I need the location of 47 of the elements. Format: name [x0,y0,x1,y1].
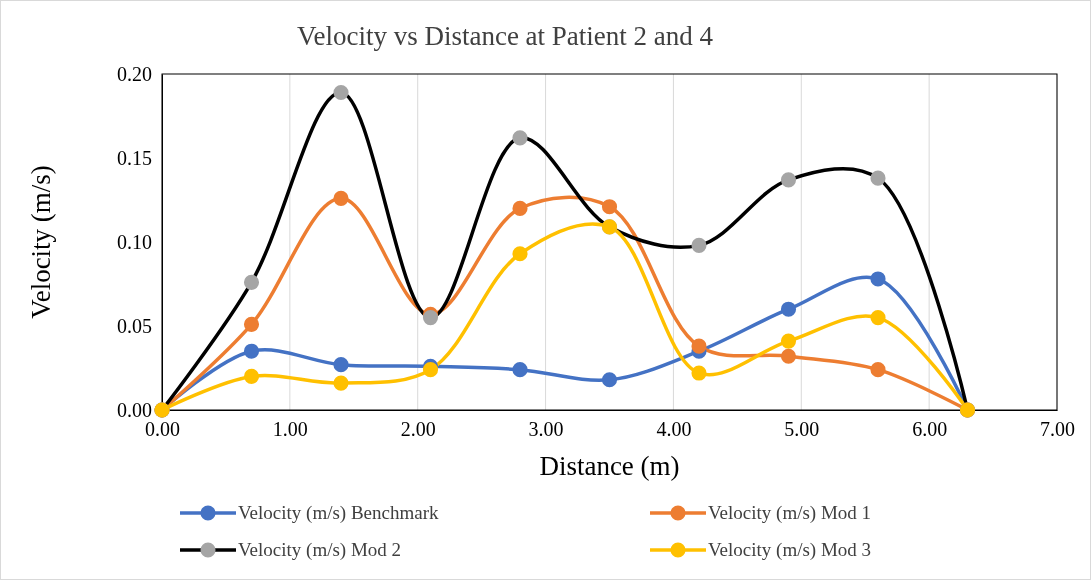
point [601,199,618,215]
chart-title: Velocity vs Distance at Patient 2 and 4 [296,21,714,51]
legend-label: Velocity (m/s) Mod 1 [708,502,872,524]
y-tick-label: 0.20 [117,62,152,85]
point [422,362,439,378]
legend-label: Velocity (m/s) Benchmark [238,502,439,524]
point [333,84,349,101]
point [870,170,886,186]
point [512,200,528,216]
point [870,362,886,378]
point [333,190,349,206]
point [512,246,528,262]
point [691,338,707,354]
y-tick-label: 0.10 [117,230,152,253]
point [780,172,797,188]
point [780,348,797,364]
point [691,365,707,381]
x-tick-label: 3.00 [528,418,564,441]
point [870,310,886,326]
point [601,372,618,388]
x-tick-label: 1.00 [272,418,308,441]
point [780,301,797,317]
x-tick-label: 5.00 [784,418,820,441]
point [512,130,528,146]
y-tick-label: 0.05 [117,314,152,337]
x-tick-label: 7.00 [1040,418,1075,441]
x-tick-label: 0.00 [145,418,180,441]
legend-label: Velocity (m/s) Mod 2 [238,539,402,561]
y-tick-label: 0.00 [117,398,152,421]
point [512,362,528,378]
y-axis-title: Velocity (m/s) [26,165,56,319]
point [243,368,260,384]
point [243,316,260,332]
point [780,333,797,349]
point [243,343,260,359]
y-tick-label: 0.15 [117,146,152,169]
x-tick-label: 6.00 [912,418,948,441]
legend-label: Velocity (m/s) Mod 3 [708,539,872,561]
point [243,274,260,290]
point [333,357,349,373]
x-tick-label: 4.00 [656,418,692,441]
point [870,271,886,287]
x-tick-label: 2.00 [400,418,436,441]
point [333,375,349,391]
point [691,237,707,253]
point [422,310,439,326]
x-axis-title: Distance (m) [539,451,680,481]
